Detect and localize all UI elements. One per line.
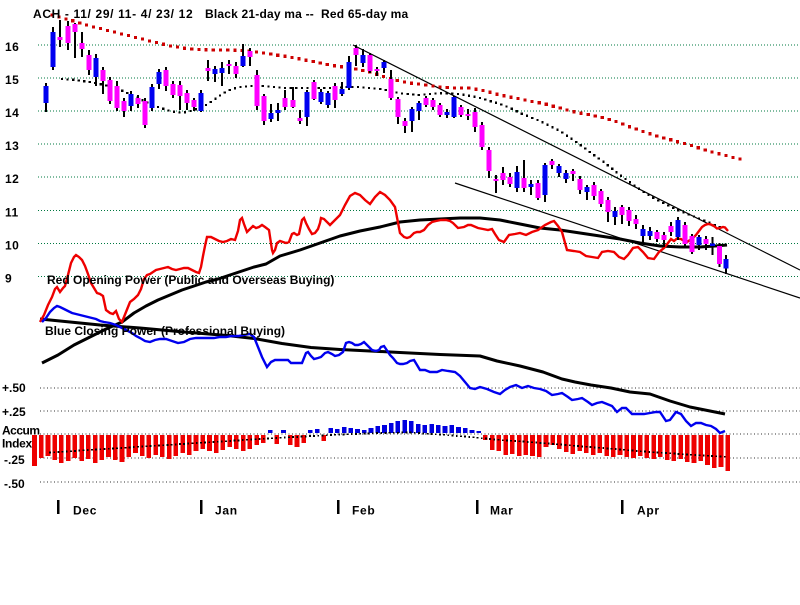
svg-text:ACH - 11/ 29/ 11- 4/ 23/ 12: ACH - 11/ 29/ 11- 4/ 23/ 12 xyxy=(33,7,193,21)
svg-text:-.50: -.50 xyxy=(4,477,25,491)
svg-text:Index: Index xyxy=(2,437,32,451)
svg-text:12: 12 xyxy=(5,172,19,186)
svg-text:+.25: +.25 xyxy=(2,405,26,419)
svg-text:11: 11 xyxy=(5,205,19,219)
svg-text:13: 13 xyxy=(5,139,19,153)
svg-text:Mar: Mar xyxy=(490,504,513,518)
svg-text:Accum: Accum xyxy=(2,424,40,438)
svg-text:Dec: Dec xyxy=(73,504,97,518)
svg-text:16: 16 xyxy=(5,40,19,54)
svg-text:15: 15 xyxy=(5,73,19,87)
svg-text:-.25: -.25 xyxy=(4,453,25,467)
svg-text:Red Opening Power (Public and: Red Opening Power (Public and Overseas B… xyxy=(47,273,334,287)
svg-text:14: 14 xyxy=(5,106,19,120)
svg-text:+.50: +.50 xyxy=(2,381,26,395)
svg-text:Apr: Apr xyxy=(637,504,660,518)
svg-text:Blue Closing Power (Profession: Blue Closing Power (Professional Buying) xyxy=(45,324,285,338)
svg-text:Feb: Feb xyxy=(352,504,375,518)
svg-text:Jan: Jan xyxy=(215,504,238,518)
svg-text:10: 10 xyxy=(5,238,19,252)
svg-text:Black 21-day ma -- Red 65-day: Black 21-day ma -- Red 65-day ma xyxy=(205,7,408,21)
svg-text:9: 9 xyxy=(5,271,12,285)
